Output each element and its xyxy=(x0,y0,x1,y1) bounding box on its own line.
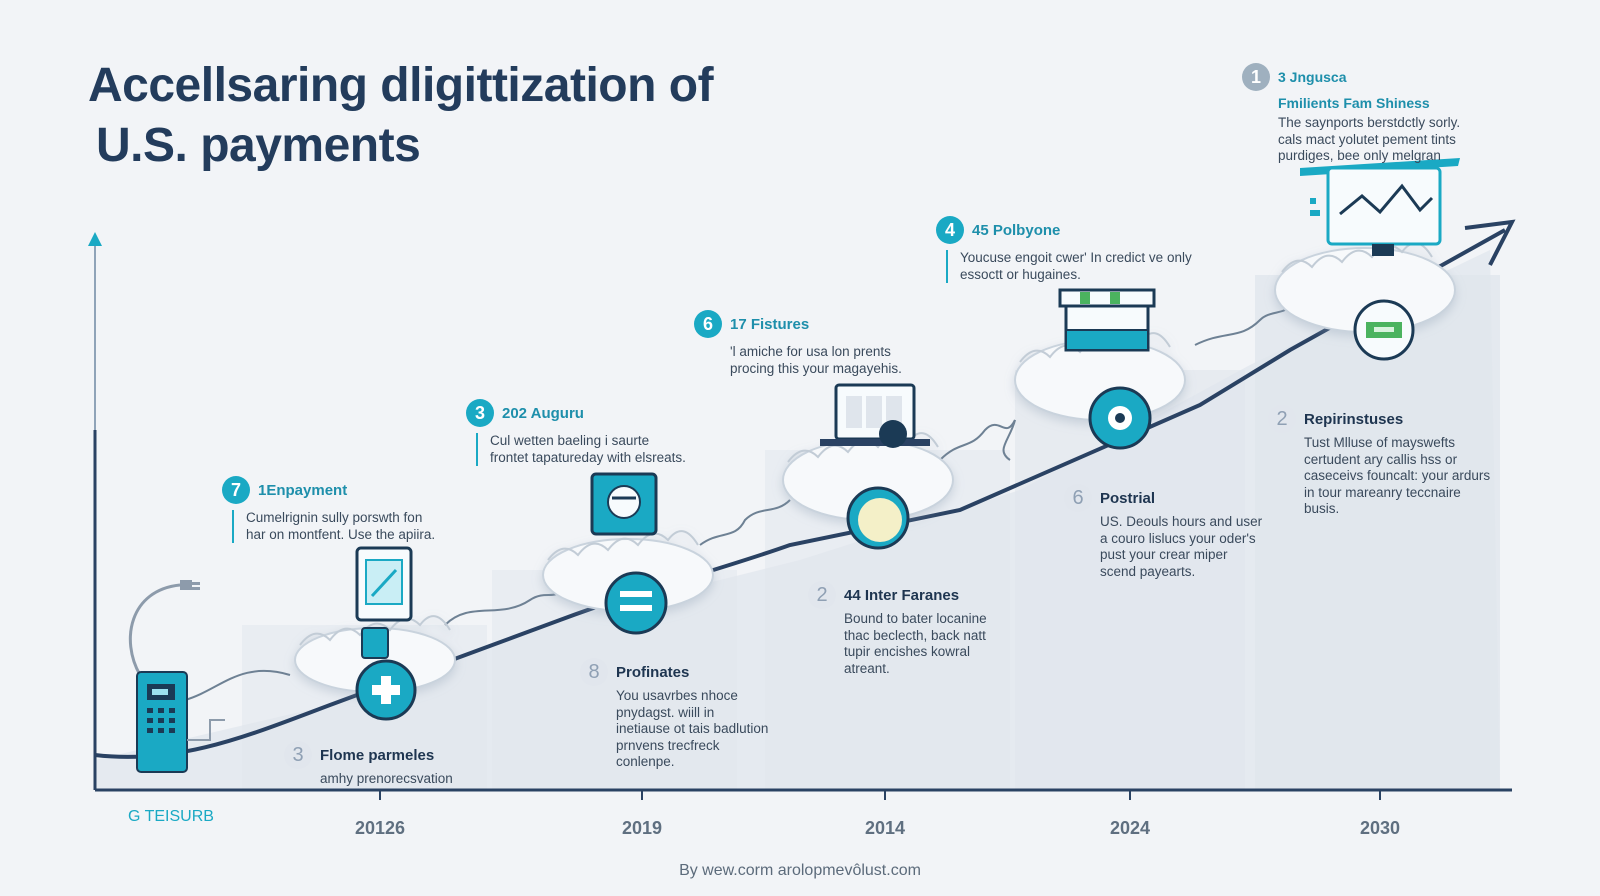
annotation-text: Tust Mlluse of mayswefts certudent ary c… xyxy=(1304,435,1491,516)
annotation-text: You usavrbes nhoce pnydagst. wiill in in… xyxy=(616,688,769,769)
monitor-chart-icon xyxy=(1300,158,1460,256)
year-label: 2030 xyxy=(1359,818,1401,838)
annotation-3b: 3 Flome parmeles amhy prenorecsvation xyxy=(284,741,504,788)
card-icon xyxy=(1353,299,1415,361)
year-label: 2024 xyxy=(1109,818,1151,838)
annotation-heading: Flome parmeles xyxy=(320,746,435,764)
annotation-heading: 44 Inter Faranes xyxy=(844,586,960,604)
growth-ribbon xyxy=(95,250,1500,790)
year-label: 20126 xyxy=(354,818,406,838)
annotation-heading: 202 Auguru xyxy=(502,404,584,422)
step-badge: 6 xyxy=(1064,484,1092,512)
coin-icon xyxy=(846,486,910,550)
annotation-heading: 45 Polbyone xyxy=(972,221,1061,239)
page-title: Accellsaring dligittization of U.S. paym… xyxy=(88,56,714,176)
annotation-heading: 1Enpayment xyxy=(258,481,348,499)
step-badge: 6 xyxy=(694,310,722,338)
step-badge: 1 xyxy=(1242,63,1270,91)
target-icon xyxy=(1088,386,1152,450)
trend-arrow-icon xyxy=(1464,219,1516,266)
annotation-6: 6 17 Fistures 'l amiche for usa lon pren… xyxy=(694,310,934,377)
step-badge: 4 xyxy=(936,216,964,244)
annotation-text: The saynports berstdctly sorly. cals mac… xyxy=(1278,115,1461,163)
annotation-8: 8 Profinates You usavrbes nhoce pnydagst… xyxy=(580,658,770,771)
annotation-text: Youcuse engoit cwer' In credict ve only … xyxy=(946,250,1196,283)
step-badge: 3 xyxy=(284,741,312,769)
laptop-icon xyxy=(820,383,930,448)
annotation-6b: 6 Postrial US. Deouls hours and user a c… xyxy=(1064,484,1264,580)
annotation-2b: 2 Repirinstuses Tust Mlluse of mayswefts… xyxy=(1268,405,1498,518)
annotation-heading: 3 Jngusca xyxy=(1278,69,1347,85)
source-logo: G TEISURB xyxy=(128,808,214,825)
title-line-2: U.S. payments xyxy=(96,119,421,172)
annotation-2: 2 44 Inter Faranes Bound to bater locani… xyxy=(808,581,1008,677)
mobile-wallet-icon xyxy=(590,472,658,536)
annotation-4: 4 45 Polbyone Youcuse engoit cwer' In cr… xyxy=(936,216,1196,283)
step-badge: 3 xyxy=(466,399,494,427)
equals-icon xyxy=(604,571,668,635)
step-badge: 8 xyxy=(580,658,608,686)
annotation-3: 3 202 Auguru Cul wetten baeling i saurte… xyxy=(466,399,686,466)
step-badge: 2 xyxy=(1268,405,1296,433)
step-badge: 7 xyxy=(222,476,250,504)
payment-terminal-icon xyxy=(128,580,225,773)
connectors xyxy=(184,304,1291,701)
annotation-subheading: Fmilients Fam Shiness xyxy=(1278,95,1430,111)
annotation-text: US. Deouls hours and user a couro lisluc… xyxy=(1100,514,1263,579)
axes xyxy=(88,232,1512,800)
annotation-1: 1 3 Jngusca Fmilients Fam Shiness The sa… xyxy=(1242,63,1482,165)
plus-icon xyxy=(355,659,417,721)
storefront-icon xyxy=(1058,288,1156,352)
annotation-heading: Repirinstuses xyxy=(1304,410,1404,428)
annotation-text: Cumelrignin sully porswth fon har on mon… xyxy=(232,510,442,543)
annotation-text: 'l amiche for usa lon prents procing thi… xyxy=(730,344,902,376)
year-label: 2019 xyxy=(621,818,663,838)
year-label: 2014 xyxy=(864,818,906,838)
annotation-heading: 17 Fistures xyxy=(730,315,810,333)
y-axis-arrow-icon xyxy=(88,232,102,246)
annotation-7: 7 1Enpayment Cumelrignin sully porswth f… xyxy=(222,476,442,543)
annotation-text: Bound to bater locanine thac beclecth, b… xyxy=(844,611,987,676)
annotation-heading: Postrial xyxy=(1100,489,1156,507)
title-line-1: Accellsaring dligittization of xyxy=(88,59,714,112)
annotation-text: amhy prenorecsvation xyxy=(320,771,453,786)
annotation-text: Cul wetten baeling i saurte frontet tapa… xyxy=(476,433,686,466)
annotation-heading: Profinates xyxy=(616,663,690,681)
tablet-icon xyxy=(355,546,413,659)
credit-line: By wew.corm arolopmevôlust.com xyxy=(679,862,921,879)
step-badge: 2 xyxy=(808,581,836,609)
